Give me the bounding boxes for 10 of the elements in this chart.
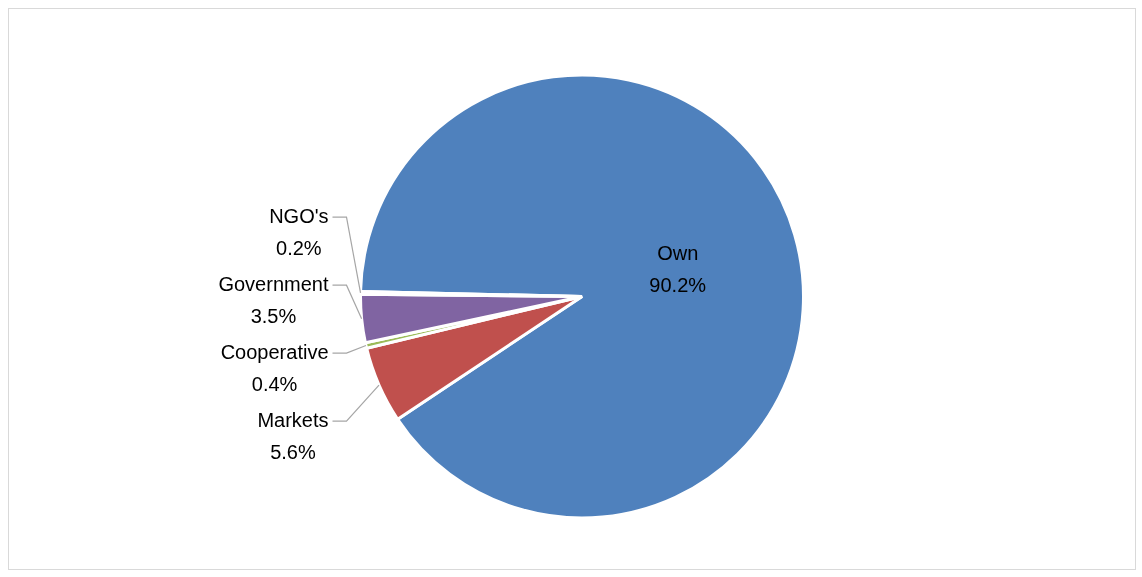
data-label: 5.6% — [270, 440, 316, 463]
slice-label: Own — [657, 242, 699, 265]
data-label: 0.4% — [251, 372, 298, 395]
slice-label: Cooperative — [220, 340, 329, 363]
slice-label: Government — [218, 272, 329, 295]
slice-label: NGO's — [269, 204, 329, 227]
slice-label: Markets — [257, 408, 329, 431]
data-label: 3.5% — [250, 304, 297, 327]
data-label: 0.2% — [276, 236, 322, 259]
data-label: 90.2% — [649, 274, 707, 297]
